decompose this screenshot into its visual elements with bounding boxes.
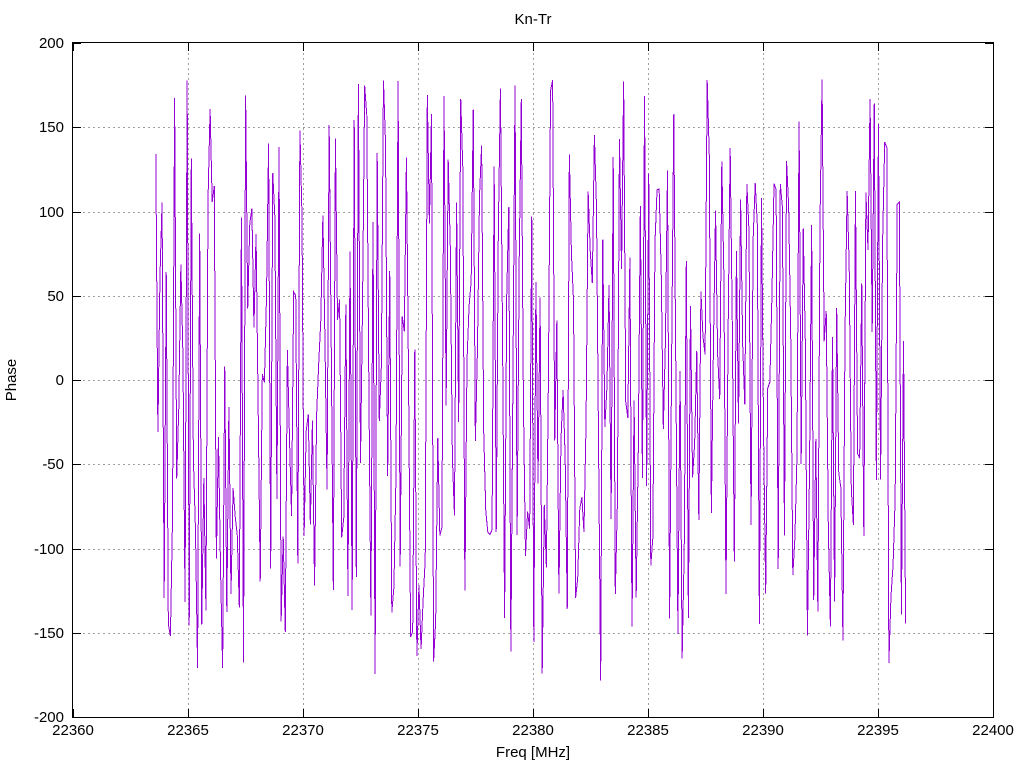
phase-series-line: [155, 79, 907, 681]
y-tick-label: 100: [38, 203, 64, 221]
y-tick-label: 50: [47, 287, 64, 305]
y-tick-label: -50: [42, 456, 64, 474]
x-tick-label: 22400: [972, 722, 1014, 739]
x-tick-label: 22360: [52, 722, 94, 739]
y-tick-label: 150: [38, 119, 64, 137]
y-tick-label: -100: [33, 540, 64, 558]
y-tick-label: 200: [38, 35, 64, 52]
plot-area: [72, 42, 994, 718]
plot-canvas: [73, 43, 993, 717]
x-tick-label: 22375: [397, 722, 439, 739]
x-axis-label: Freq [MHz]: [495, 744, 571, 761]
x-tick-label: 22395: [857, 722, 899, 739]
x-tick-label: 22380: [512, 722, 554, 739]
y-tick-label: -150: [33, 624, 64, 642]
y-tick-label: -200: [33, 709, 64, 726]
chart-title: Kn-Tr: [514, 11, 552, 28]
x-tick-label: 22390: [742, 722, 784, 739]
x-tick-label: 22370: [282, 722, 324, 739]
y-tick-label: 0: [55, 372, 64, 389]
x-tick-label: 22365: [167, 722, 209, 739]
x-tick-label: 22385: [627, 722, 669, 739]
